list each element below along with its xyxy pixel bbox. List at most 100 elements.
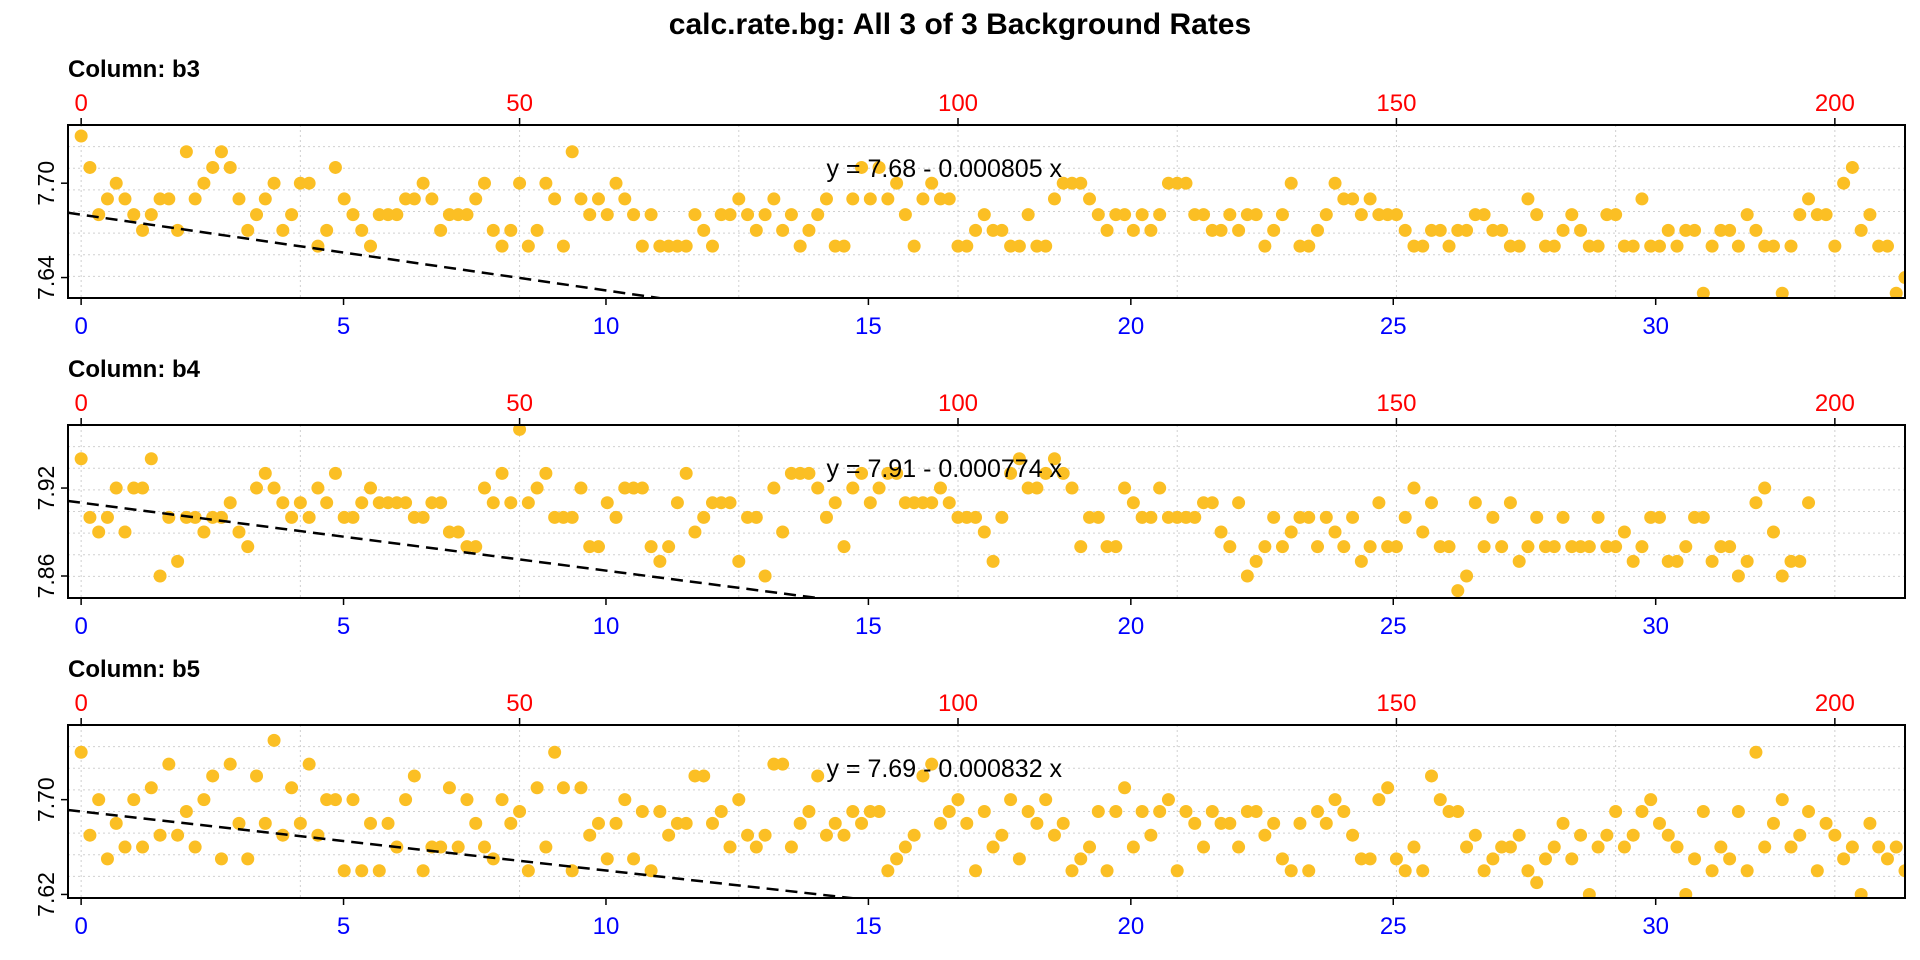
data-point: [1802, 496, 1816, 510]
data-point: [83, 510, 97, 524]
data-point: [837, 540, 851, 554]
data-point: [1661, 828, 1675, 842]
data-point: [1828, 828, 1842, 842]
data-point: [364, 816, 378, 830]
data-point: [223, 160, 237, 174]
data-point: [837, 239, 851, 253]
data-point: [188, 192, 202, 206]
data-point: [276, 223, 290, 237]
data-point: [1074, 176, 1088, 190]
data-point: [1118, 781, 1132, 795]
data-point: [1547, 840, 1561, 854]
data-point: [969, 223, 983, 237]
data-point: [960, 816, 974, 830]
data-point: [478, 481, 492, 495]
data-point: [697, 510, 711, 524]
data-point: [1775, 286, 1789, 298]
data-point: [293, 816, 307, 830]
data-point: [346, 208, 360, 222]
data-point: [337, 864, 351, 878]
data-point: [1328, 176, 1342, 190]
data-point: [1696, 805, 1710, 818]
data-point: [1197, 208, 1211, 222]
bottom-axis-tick-label: 0: [74, 313, 87, 340]
data-point: [434, 496, 448, 510]
data-point: [1012, 852, 1026, 866]
data-point: [1617, 525, 1631, 539]
data-point: [1302, 864, 1316, 878]
data-point: [977, 208, 991, 222]
data-point: [1267, 510, 1281, 524]
data-point: [302, 176, 316, 190]
data-point: [320, 223, 334, 237]
data-point: [1302, 239, 1316, 253]
data-point: [1512, 554, 1526, 568]
bottom-axis-tick-label: 20: [1117, 613, 1144, 640]
data-point: [705, 816, 719, 830]
data-point: [679, 816, 693, 830]
data-point: [1766, 816, 1780, 830]
data-point: [416, 176, 430, 190]
top-axis-tick-label: 50: [506, 690, 533, 717]
data-point: [1793, 828, 1807, 842]
data-point: [1398, 864, 1412, 878]
data-point: [302, 757, 316, 771]
data-point: [118, 192, 132, 206]
data-point: [1258, 239, 1272, 253]
data-point: [223, 496, 237, 510]
data-point: [416, 510, 430, 524]
data-point: [1091, 208, 1105, 222]
data-point: [1021, 208, 1035, 222]
data-point: [1495, 540, 1509, 554]
data-point: [1837, 852, 1851, 866]
data-point: [1749, 496, 1763, 510]
data-point: [1258, 828, 1272, 842]
data-point: [328, 466, 342, 480]
data-point: [521, 239, 535, 253]
data-point: [784, 840, 798, 854]
bottom-axis-tick-label: 0: [74, 613, 87, 640]
data-point: [232, 816, 246, 830]
data-point: [355, 223, 369, 237]
data-point: [679, 466, 693, 480]
data-point: [1337, 805, 1351, 818]
data-point: [1644, 793, 1658, 807]
data-point: [74, 745, 88, 759]
data-point: [1240, 569, 1254, 583]
data-point: [1775, 793, 1789, 807]
data-point: [469, 816, 483, 830]
y-axis-tick-label: 7.70: [33, 777, 59, 822]
data-point: [1363, 852, 1377, 866]
data-point: [653, 554, 667, 568]
data-point: [591, 540, 605, 554]
data-point: [969, 510, 983, 524]
data-point: [1837, 176, 1851, 190]
data-point: [1328, 793, 1342, 807]
data-point: [1714, 840, 1728, 854]
data-point: [1521, 864, 1535, 878]
data-point: [1100, 864, 1114, 878]
data-point: [1740, 208, 1754, 222]
data-point: [320, 496, 334, 510]
data-point: [846, 805, 860, 818]
data-point: [951, 793, 965, 807]
data-point: [670, 496, 684, 510]
regression-equation: y = 7.68 - 0.000805 x: [826, 155, 1062, 183]
data-point: [1863, 208, 1877, 222]
data-point: [1854, 223, 1868, 237]
data-point: [451, 525, 465, 539]
regression-line: [68, 808, 862, 898]
data-point: [1898, 271, 1905, 285]
data-point: [776, 223, 790, 237]
data-point: [1863, 816, 1877, 830]
data-point: [758, 208, 772, 222]
data-point: [539, 840, 553, 854]
data-point: [118, 840, 132, 854]
data-point: [1267, 223, 1281, 237]
data-point: [504, 223, 518, 237]
top-axis-tick-label: 50: [506, 390, 533, 417]
data-point: [890, 852, 904, 866]
data-point: [513, 176, 527, 190]
data-point: [109, 816, 123, 830]
data-point: [179, 145, 193, 159]
